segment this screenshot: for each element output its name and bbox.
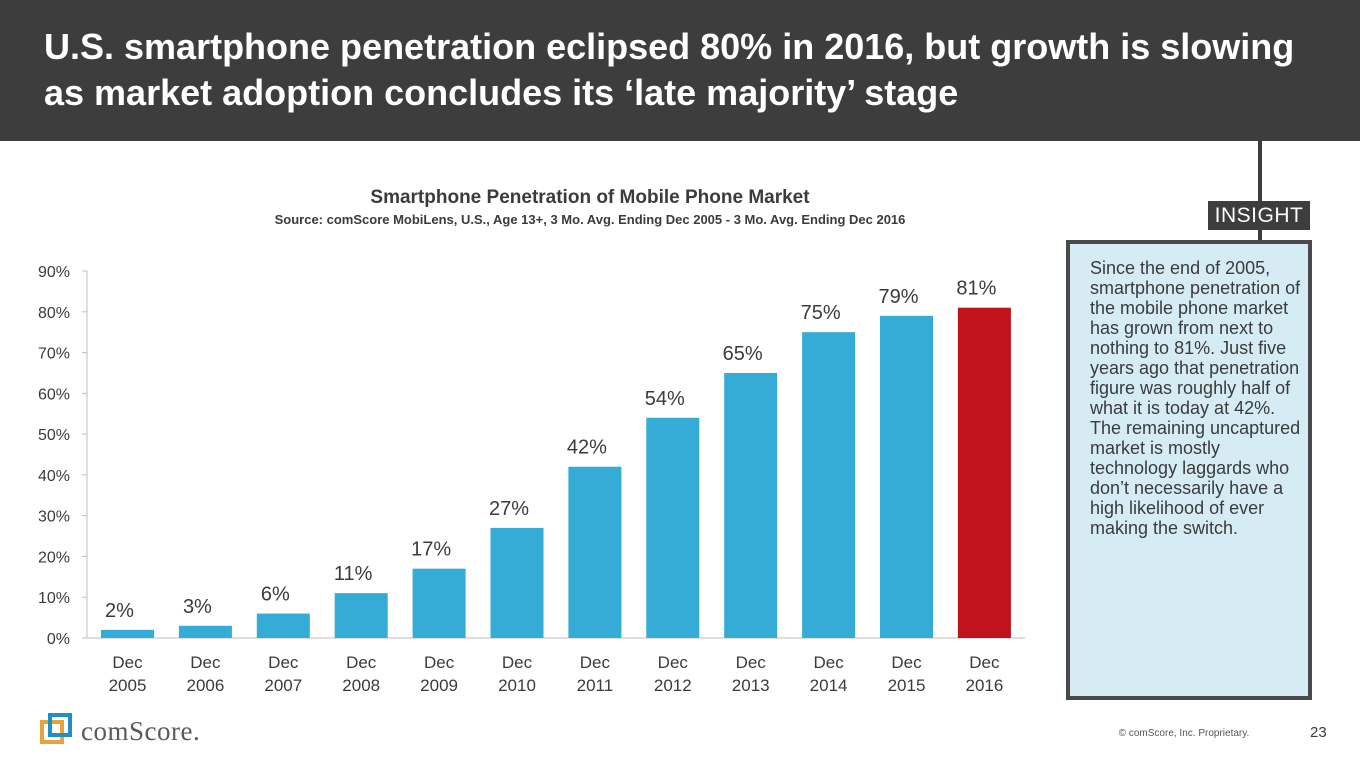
data-label: 17%	[411, 539, 451, 561]
chart-source: Source: comScore MobiLens, U.S., Age 13+…	[274, 212, 906, 227]
bar	[256, 613, 310, 638]
x-tick-label-month: Dec	[813, 653, 844, 672]
y-tick-label: 90%	[38, 264, 70, 281]
data-label: 81%	[956, 278, 996, 300]
data-label: 54%	[645, 388, 685, 410]
slide-title: U.S. smartphone penetration eclipsed 80%…	[44, 26, 1295, 113]
x-tick-label-year: 2013	[732, 676, 770, 695]
x-tick-label-month: Dec	[190, 653, 221, 672]
y-tick-label: 80%	[38, 305, 70, 322]
x-tick-label-year: 2010	[498, 676, 536, 695]
y-tick-label: 0%	[47, 631, 70, 648]
logo-wordmark: comScore.	[81, 716, 201, 746]
insight-connector-lower	[1258, 229, 1262, 241]
data-label: 6%	[261, 584, 290, 606]
data-label: 42%	[567, 437, 607, 459]
x-tick-label-month: Dec	[346, 653, 377, 672]
bar	[802, 332, 856, 638]
bar	[490, 527, 544, 638]
x-tick-label-month: Dec	[891, 653, 922, 672]
bar	[334, 593, 388, 638]
title-bar: U.S. smartphone penetration eclipsed 80%…	[0, 0, 1360, 141]
x-tick-label-year: 2008	[342, 676, 380, 695]
data-label: 27%	[489, 498, 529, 520]
x-tick-label-month: Dec	[112, 653, 143, 672]
bar	[178, 625, 232, 638]
insight-text: Since the end of 2005, smartphone penetr…	[1090, 258, 1301, 538]
bar	[101, 629, 154, 638]
insight-label: INSIGHT	[1208, 201, 1310, 230]
y-tick-label: 30%	[38, 509, 70, 526]
x-tick-label-month: Dec	[736, 653, 767, 672]
x-tick-label-year: 2015	[888, 676, 926, 695]
x-tick-label-year: 2011	[577, 676, 614, 695]
x-tick-label-month: Dec	[424, 653, 455, 672]
x-tick-label-year: 2016	[965, 676, 1003, 695]
x-tick-label-month: Dec	[658, 653, 689, 672]
x-tick-label-year: 2006	[186, 676, 224, 695]
bar-chart: 0% 10% 20% 30% 40% 50% 60% 70% 80% 90% 2% Dec 2005 3%…	[38, 264, 1025, 695]
y-tick-label: 20%	[38, 549, 70, 566]
insight-box: Since the end of 2005, smartphone penetr…	[1066, 240, 1312, 700]
x-tick-label-month: Dec	[268, 653, 299, 672]
insight-connector	[1258, 141, 1262, 204]
chart-title: Smartphone Penetration of Mobile Phone M…	[370, 187, 810, 208]
x-tick-label-year: 2005	[109, 676, 147, 695]
y-tick-label: 70%	[38, 346, 70, 363]
data-label: 11%	[334, 563, 373, 585]
copyright-notice: © comScore, Inc. Proprietary.	[1118, 728, 1250, 739]
data-label: 75%	[801, 302, 841, 324]
y-tick-label: 40%	[38, 468, 70, 485]
data-label: 2%	[105, 600, 134, 622]
page-number: 23	[1310, 724, 1327, 741]
data-label: 65%	[723, 343, 763, 365]
bar	[646, 417, 700, 638]
bar	[412, 568, 466, 638]
x-tick-label-month: Dec	[580, 653, 611, 672]
comscore-logo: comScore.	[40, 712, 240, 746]
x-tick-label-month: Dec	[969, 653, 1000, 672]
y-tick-label: 60%	[38, 386, 70, 403]
y-tick-label: 10%	[38, 590, 70, 607]
bar	[724, 372, 778, 638]
bar	[957, 307, 1011, 638]
x-tick-label-year: 2007	[264, 676, 302, 695]
data-label: 79%	[878, 286, 918, 308]
bar	[880, 315, 933, 638]
x-tick-label-year: 2009	[420, 676, 458, 695]
data-label: 3%	[183, 596, 212, 618]
x-tick-label-month: Dec	[502, 653, 533, 672]
x-tick-label-year: 2012	[654, 676, 692, 695]
x-tick-label-year: 2014	[810, 676, 848, 695]
bar	[568, 466, 622, 638]
y-tick-label: 50%	[38, 427, 70, 444]
logo-mark-icon	[40, 713, 72, 744]
